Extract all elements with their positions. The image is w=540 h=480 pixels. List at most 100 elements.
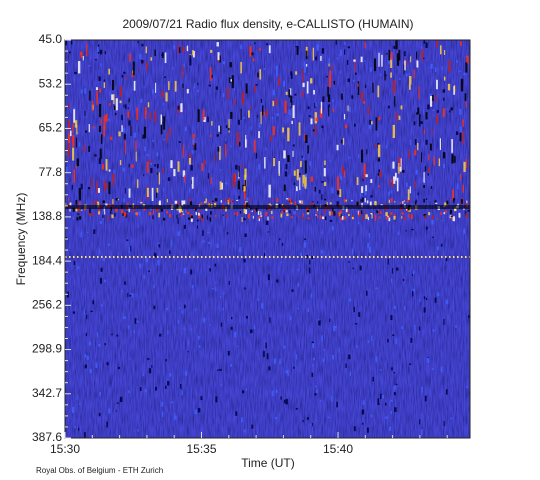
texture-cell xyxy=(89,369,92,373)
texture-cell xyxy=(390,57,393,69)
texture-cell xyxy=(257,210,260,215)
texture-cell xyxy=(405,59,407,66)
texture-cell xyxy=(391,367,393,371)
texture-cell xyxy=(121,114,123,121)
texture-cell xyxy=(454,85,456,93)
texture-cell xyxy=(331,187,334,194)
texture-cell xyxy=(142,174,145,176)
texture-cell xyxy=(137,223,139,229)
texture-cell xyxy=(329,318,331,323)
texture-cell xyxy=(140,200,143,203)
texture-cell xyxy=(390,190,393,194)
texture-cell xyxy=(148,368,152,374)
texture-cell xyxy=(312,129,315,132)
texture-cell xyxy=(226,215,228,218)
y-tick-label: 387.6 xyxy=(32,430,62,444)
texture-cell xyxy=(84,353,87,358)
texture-cell xyxy=(281,211,284,214)
texture-cell xyxy=(443,76,446,81)
texture-cell xyxy=(71,184,73,190)
texture-cell xyxy=(450,215,453,218)
texture-cell xyxy=(428,154,430,161)
texture-cell xyxy=(177,218,179,224)
texture-cell xyxy=(225,206,227,212)
texture-cell xyxy=(246,197,249,201)
texture-cell xyxy=(76,125,78,135)
texture-cell xyxy=(228,127,230,131)
texture-cell xyxy=(88,124,90,133)
texture-cell xyxy=(185,256,187,258)
texture-cell xyxy=(160,114,163,125)
texture-cell xyxy=(225,256,227,258)
texture-cell xyxy=(401,212,404,215)
texture-cell xyxy=(222,292,225,294)
texture-cell xyxy=(247,213,250,219)
texture-cell xyxy=(440,243,443,247)
texture-cell xyxy=(156,187,159,193)
texture-cell xyxy=(417,107,420,114)
texture-cell xyxy=(431,219,434,225)
texture-cell xyxy=(194,83,196,89)
texture-cell xyxy=(330,396,333,402)
texture-cell xyxy=(105,113,108,122)
texture-cell xyxy=(72,147,75,161)
texture-cell xyxy=(210,211,212,215)
texture-cell xyxy=(169,127,171,136)
texture-cell xyxy=(276,70,278,77)
texture-cell xyxy=(147,358,150,360)
texture-cell xyxy=(91,201,94,206)
texture-cell xyxy=(438,158,440,167)
texture-cell xyxy=(193,208,196,210)
texture-cell xyxy=(143,274,145,279)
texture-cell xyxy=(300,161,302,168)
texture-cell xyxy=(358,211,361,217)
texture-cell xyxy=(203,317,206,323)
texture-cell xyxy=(378,169,380,173)
texture-cell xyxy=(378,209,380,215)
texture-cell xyxy=(398,49,401,61)
texture-cell xyxy=(95,362,98,369)
texture-cell xyxy=(414,180,417,189)
texture-cell xyxy=(402,170,405,173)
texture-cell xyxy=(89,208,91,214)
texture-cell xyxy=(348,298,351,302)
texture-cell xyxy=(320,101,323,114)
texture-cell xyxy=(127,201,129,205)
texture-cell xyxy=(139,53,142,60)
texture-cell xyxy=(137,179,139,188)
texture-cell xyxy=(244,168,247,178)
texture-cell xyxy=(357,256,359,258)
texture-cell xyxy=(191,150,194,154)
texture-cell xyxy=(181,256,183,258)
texture-cell xyxy=(345,207,348,213)
texture-cell xyxy=(233,98,235,107)
texture-cell xyxy=(211,121,213,126)
texture-cell xyxy=(437,256,439,258)
texture-cell xyxy=(98,158,101,164)
texture-cell xyxy=(258,125,261,128)
texture-cell xyxy=(261,256,263,258)
texture-cell xyxy=(100,134,103,144)
spectrogram-detail xyxy=(65,40,471,438)
texture-cell xyxy=(104,183,108,189)
texture-cell xyxy=(392,161,395,169)
texture-cell xyxy=(290,202,293,204)
texture-cell xyxy=(271,210,273,215)
texture-cell xyxy=(423,307,426,313)
texture-cell xyxy=(308,115,311,117)
texture-cell xyxy=(122,127,126,132)
texture-cell xyxy=(171,401,174,404)
texture-cell xyxy=(284,100,287,114)
texture-cell xyxy=(389,256,391,258)
texture-cell xyxy=(241,92,245,105)
texture-cell xyxy=(127,107,129,109)
texture-cell xyxy=(364,60,366,62)
texture-cell xyxy=(72,216,74,220)
texture-cell xyxy=(321,181,324,183)
texture-cell xyxy=(254,209,256,214)
texture-cell xyxy=(209,134,212,137)
texture-cell xyxy=(385,144,387,149)
texture-cell xyxy=(268,366,271,371)
x-tick-label: 15:40 xyxy=(323,442,353,456)
texture-cell xyxy=(295,407,298,410)
